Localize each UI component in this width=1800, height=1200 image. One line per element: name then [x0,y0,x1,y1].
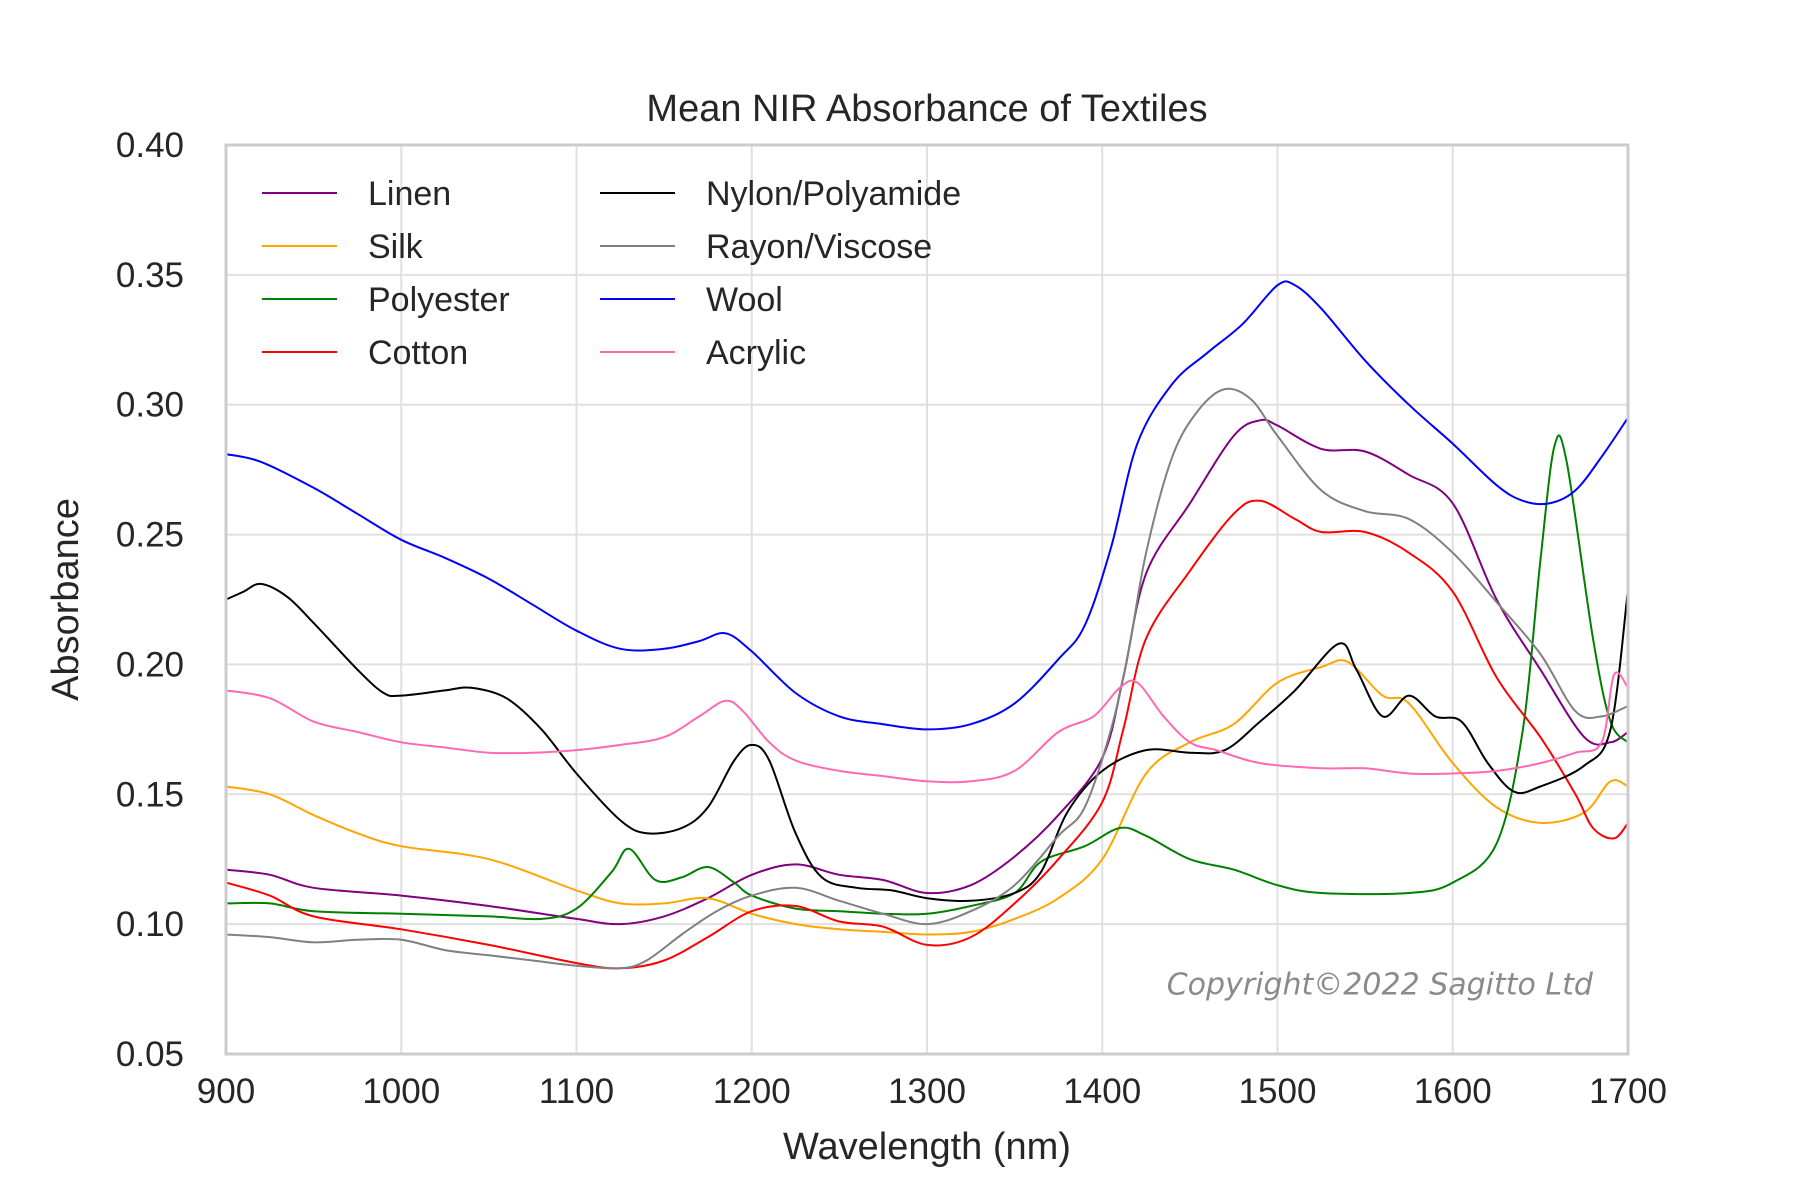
x-axis-title: Wavelength (nm) [783,1126,1071,1168]
x-tick-label: 1400 [1063,1072,1141,1111]
x-tick-label: 900 [197,1072,255,1111]
chart-title: Mean NIR Absorbance of Textiles [646,88,1207,130]
y-tick-label: 0.20 [116,645,184,684]
legend-label-silk: Silk [368,228,424,266]
x-axis-ticks: 900 1000 1100 1200 1300 1400 1500 1600 1700 [197,1072,1667,1111]
copyright-annotation: Copyright©2022 Sagitto Ltd [1167,967,1594,1002]
legend: Linen Silk Polyester Cotton Nylon/Polyamide R… [262,175,961,372]
y-tick-label: 0.15 [116,775,184,814]
y-tick-label: 0.25 [116,516,184,555]
x-tick-label: 1200 [713,1072,791,1111]
legend-label-cotton: Cotton [368,334,468,372]
y-tick-label: 0.40 [116,126,184,165]
legend-label-nylon-polyamide: Nylon/Polyamide [706,175,961,213]
x-tick-label: 1000 [362,1072,440,1111]
y-tick-label: 0.35 [116,256,184,295]
y-axis-ticks: 0.05 0.10 0.15 0.20 0.25 0.30 0.35 0.40 [116,126,184,1074]
x-tick-label: 1100 [539,1072,614,1111]
legend-label-rayon-viscose: Rayon/Viscose [706,228,932,266]
y-tick-label: 0.30 [116,386,184,425]
y-tick-label: 0.10 [116,905,184,944]
legend-label-linen: Linen [368,175,451,213]
x-tick-label: 1500 [1239,1072,1317,1111]
legend-label-wool: Wool [706,281,783,319]
y-axis-title: Absorbance [45,498,87,701]
x-tick-label: 1300 [888,1072,966,1111]
legend-label-polyester: Polyester [368,281,510,319]
x-tick-label: 1600 [1414,1072,1492,1111]
legend-label-acrylic: Acrylic [706,334,806,372]
y-tick-label: 0.05 [116,1035,184,1074]
x-tick-label: 1700 [1589,1072,1667,1111]
